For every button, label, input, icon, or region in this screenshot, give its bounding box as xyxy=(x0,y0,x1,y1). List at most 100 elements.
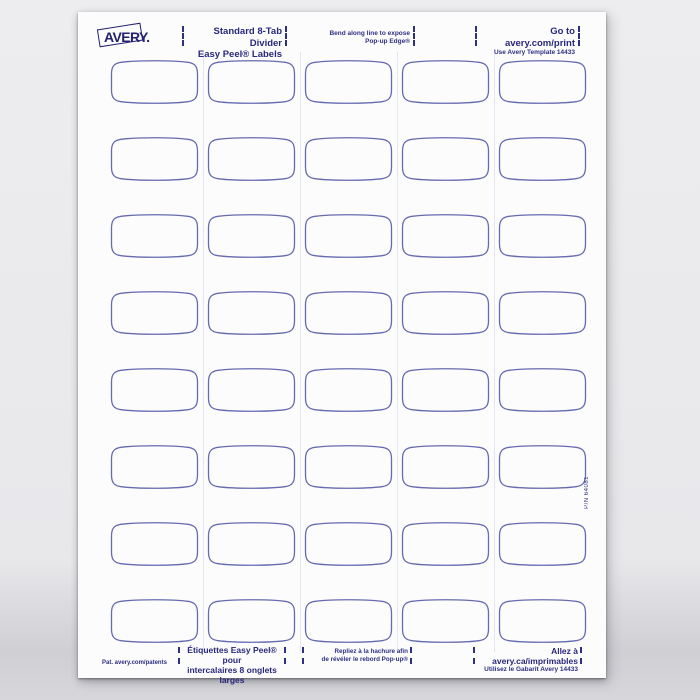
web-line2: Use Avery Template 14433 xyxy=(493,49,575,56)
label-row xyxy=(110,443,587,491)
dashed-separator xyxy=(475,26,477,46)
label-cell xyxy=(110,520,199,568)
label-cell xyxy=(110,135,199,183)
label-row xyxy=(110,366,587,414)
label-outline-shape xyxy=(304,368,393,412)
label-cell xyxy=(498,443,587,491)
label-outline-shape xyxy=(207,137,296,181)
dashed-separator xyxy=(413,26,415,46)
label-outline-shape xyxy=(207,599,296,643)
label-cell xyxy=(207,443,296,491)
instruction-line2: Pop-up Edge® xyxy=(365,38,410,45)
label-cell xyxy=(110,212,199,260)
label-cell xyxy=(304,520,393,568)
dashed-separator xyxy=(178,647,180,664)
label-cell xyxy=(304,212,393,260)
label-cell xyxy=(110,443,199,491)
label-cell xyxy=(304,443,393,491)
label-cell xyxy=(401,597,490,645)
label-cell xyxy=(207,212,296,260)
label-cell xyxy=(498,135,587,183)
label-outline-shape xyxy=(304,445,393,489)
label-outline-shape xyxy=(401,522,490,566)
label-cell xyxy=(304,597,393,645)
label-outline-shape xyxy=(110,214,199,258)
label-cell xyxy=(207,135,296,183)
label-outline-shape xyxy=(304,291,393,335)
label-outline-shape xyxy=(401,291,490,335)
label-outline-shape xyxy=(110,368,199,412)
label-outline-shape xyxy=(207,445,296,489)
dashed-separator xyxy=(578,26,580,46)
label-row xyxy=(110,289,587,337)
label-outline-shape xyxy=(401,137,490,181)
label-cell xyxy=(110,366,199,414)
footer-instruction-fr-block: Repliez à la hachure afin de révéler le … xyxy=(304,648,408,664)
label-outline-shape xyxy=(110,522,199,566)
label-outline-shape xyxy=(207,214,296,258)
dashed-separator xyxy=(302,647,304,664)
dashed-separator xyxy=(410,647,412,664)
instruction-line1: Bend along line to expose xyxy=(329,30,410,37)
label-outline-shape xyxy=(401,368,490,412)
label-outline-shape xyxy=(304,599,393,643)
product-fr-line2: intercalaires 8 onglets larges xyxy=(187,665,277,685)
label-outline-shape xyxy=(110,137,199,181)
label-cell xyxy=(498,58,587,106)
label-cell xyxy=(401,58,490,106)
label-cell xyxy=(207,58,296,106)
label-outline-shape xyxy=(401,214,490,258)
label-outline-shape xyxy=(401,599,490,643)
label-outline-shape xyxy=(304,137,393,181)
label-row xyxy=(110,58,587,106)
label-cell xyxy=(304,135,393,183)
product-title-line1: Standard 8-Tab Divider xyxy=(213,26,282,49)
perforation-line xyxy=(203,52,204,652)
label-cell xyxy=(498,597,587,645)
label-cell xyxy=(401,366,490,414)
label-outline-shape xyxy=(401,445,490,489)
label-outline-shape xyxy=(110,291,199,335)
instruction-fr-line2: de révéler le rebord Pop-up® xyxy=(321,656,408,663)
footer-product-fr-block: Étiquettes Easy Peel® pour intercalaires… xyxy=(182,645,282,685)
dashed-separator xyxy=(182,26,184,46)
label-outline-shape xyxy=(498,599,587,643)
web-fr-line1: Allez à avery.ca/imprimables xyxy=(492,646,578,666)
label-sheet: AVERY. Standard 8-Tab Divider Easy Peel®… xyxy=(78,12,606,685)
label-outline-shape xyxy=(498,214,587,258)
label-cell xyxy=(207,366,296,414)
label-row xyxy=(110,520,587,568)
label-outline-shape xyxy=(207,291,296,335)
dashed-separator xyxy=(284,647,286,664)
product-fr-line1: Étiquettes Easy Peel® pour xyxy=(187,645,277,665)
patents-note: Pat. avery.com/patents xyxy=(102,660,167,666)
header-product-block: Standard 8-Tab Divider Easy Peel® Labels xyxy=(186,26,282,61)
product-title-line2: Easy Peel® Labels xyxy=(197,49,282,60)
label-outline-shape xyxy=(498,445,587,489)
avery-logo-text: AVERY. xyxy=(104,29,150,45)
label-cell xyxy=(304,366,393,414)
header-web-block: Go to avery.com/print Use Avery Template… xyxy=(479,26,575,57)
label-outline-shape xyxy=(498,137,587,181)
label-cell xyxy=(304,58,393,106)
avery-logo: AVERY. xyxy=(96,22,168,51)
label-outline-shape xyxy=(207,522,296,566)
dashed-separator xyxy=(285,26,287,46)
label-outline-shape xyxy=(304,522,393,566)
label-cell xyxy=(207,289,296,337)
label-outline-shape xyxy=(110,599,199,643)
label-cell xyxy=(401,212,490,260)
web-line1: Go to avery.com/print xyxy=(504,26,575,49)
label-cell xyxy=(304,289,393,337)
label-outline-shape xyxy=(304,60,393,104)
label-grid xyxy=(110,58,587,645)
label-cell xyxy=(110,289,199,337)
label-outline-shape xyxy=(207,368,296,412)
perforation-line xyxy=(397,52,398,652)
footer-web-fr-block: Allez à avery.ca/imprimables Utilisez le… xyxy=(477,646,578,674)
label-row xyxy=(110,135,587,183)
instruction-fr-line1: Repliez à la hachure afin xyxy=(334,648,409,655)
label-outline-shape xyxy=(498,368,587,412)
label-outline-shape xyxy=(401,60,490,104)
perforation-line xyxy=(494,52,495,652)
